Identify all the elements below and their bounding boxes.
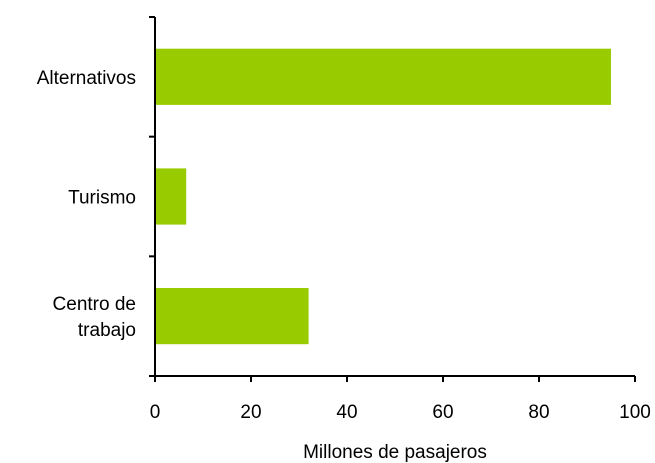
y-tick-label-line: Centro de — [53, 294, 136, 315]
y-tick-label-line: trabajo — [78, 320, 136, 341]
y-tick-label-line: Turismo — [68, 188, 136, 209]
y-tick-label: Turismo — [68, 188, 136, 209]
x-tick-label: 20 — [240, 402, 261, 423]
y-tick-label: Centro de trabajo — [53, 294, 136, 341]
x-tick-label: 100 — [619, 402, 651, 423]
y-tick-label-line: Alternativos — [37, 68, 136, 89]
bars-group — [155, 48, 611, 345]
bar — [155, 288, 309, 345]
x-tick-label: 0 — [150, 402, 161, 423]
x-tick-label: 80 — [528, 402, 549, 423]
x-axis-title: Millones de pasajeros — [303, 442, 487, 463]
x-tick-label: 40 — [336, 402, 357, 423]
x-axis: 0 20 40 60 80 100 — [150, 375, 651, 423]
bar — [155, 168, 187, 225]
y-axis: Alternativos Turismo Centro de trabajo — [37, 16, 156, 377]
x-tick-label: 60 — [432, 402, 453, 423]
y-tick-label: Alternativos — [37, 68, 136, 89]
bar — [155, 48, 611, 105]
